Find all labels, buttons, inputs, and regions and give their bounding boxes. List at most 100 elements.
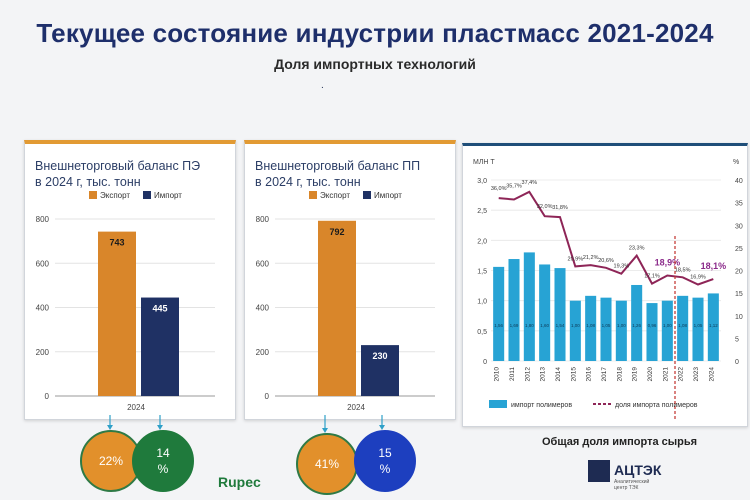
imports-ytick-right-6: 30 <box>735 223 743 230</box>
pp-legend-import-label: Импорт <box>374 191 402 200</box>
imports-ytick-right-8: 40 <box>735 178 743 185</box>
pe-bar-chart: Экспорт Импорт 0 200 400 600 800 743 445 2024 <box>36 191 215 412</box>
imports-xtick-2018: 2018 <box>616 367 623 382</box>
page-subtitle: Доля импортных технологий <box>274 56 476 72</box>
imports-bar-2022 <box>677 295 689 361</box>
imports-left-unit: МЛН Т <box>473 159 495 166</box>
pp-import-share-circle: 15 % <box>354 430 416 492</box>
pe-panel-title: Внешнеторговый баланс ПЭ в 2024 г, тыс. … <box>35 158 235 190</box>
pe-bar-label-export: 743 <box>109 238 124 248</box>
imports-bar-value-2021: 1,00 <box>663 323 672 328</box>
imports-point-label-2018: 19,3% <box>614 264 630 270</box>
imports-bar-2019 <box>631 284 643 361</box>
imports-point-label-2014: 31,8% <box>552 205 568 211</box>
pe-ytick-1: 200 <box>36 348 50 357</box>
imports-point-label-2011: 35,7% <box>506 183 522 189</box>
imports-bar-2014 <box>554 268 566 361</box>
imports-ytick-left-1: 0,5 <box>477 329 487 336</box>
pp-export-share-circle: 41% <box>296 433 358 495</box>
pp-legend-import-swatch <box>363 191 371 199</box>
imports-ytick-left-5: 2,5 <box>477 208 487 215</box>
imports-xtick-2012: 2012 <box>524 367 531 382</box>
pe-ytick-2: 400 <box>36 304 50 313</box>
imports-bar-value-2016: 1,08 <box>586 323 595 328</box>
logo-subtext: Аналитический центр ТЭК <box>614 479 650 491</box>
imports-ytick-left-0: 0 <box>483 359 487 366</box>
pp-bar-label-export: 792 <box>329 227 344 237</box>
imports-xtick-2021: 2021 <box>662 367 669 382</box>
imports-bar-2017 <box>600 297 612 361</box>
imports-ytick-right-7: 35 <box>735 201 743 208</box>
imports-ytick-left-6: 3,0 <box>477 178 487 185</box>
imports-bar-2013 <box>539 264 551 361</box>
imports-bar-value-2014: 1,54 <box>556 323 565 328</box>
pp-title-line2: в 2024 г, тыс. тонн <box>255 175 361 189</box>
imports-xtick-2013: 2013 <box>540 367 547 382</box>
imports-ytick-left-4: 2,0 <box>477 238 487 245</box>
pe-legend-export-swatch <box>89 191 97 199</box>
pe-import-share-circle: 14 % <box>132 430 194 492</box>
imports-bar-2016 <box>585 295 597 361</box>
imports-bar-value-2017: 1,05 <box>602 323 611 328</box>
pp-bar-export <box>318 220 356 396</box>
imports-xtick-2011: 2011 <box>509 367 516 381</box>
rupec-label: Rupec <box>218 474 261 490</box>
pe-ytick-3: 600 <box>36 259 50 268</box>
pp-ytick-0: 0 <box>265 392 270 401</box>
imports-bar-2018 <box>615 300 627 361</box>
polymer-imports-chart: МЛН Т % 0 0,5 1,0 1,5 2,0 2,5 3,0 0 5 10 15 20 25 30 35 4… <box>473 159 743 421</box>
pp-balance-panel: Внешнеторговый баланс ПП в 2024 г, тыс. … <box>244 140 456 420</box>
imports-xtick-2024: 2024 <box>708 367 715 382</box>
imports-xtick-2015: 2015 <box>570 367 577 382</box>
page-title: Текущее состояние индустрии пластмасс 20… <box>36 18 714 48</box>
imports-xtick-2023: 2023 <box>693 367 700 382</box>
pp-panel-title: Внешнеторговый баланс ПП в 2024 г, тыс. … <box>255 158 455 190</box>
pp-import-share-pct: % <box>379 462 391 476</box>
pe-xtick-year: 2024 <box>127 403 145 412</box>
imports-bar-2012 <box>523 252 535 361</box>
pe-legend-import-swatch <box>143 191 151 199</box>
imports-point-label-2010: 36,0% <box>491 186 507 192</box>
imports-share-line <box>498 190 714 286</box>
imports-point-label-2021: 18,9% <box>655 257 681 267</box>
imports-point-label-2024: 18,1% <box>701 261 727 271</box>
pp-import-share-num: 15 <box>378 446 392 460</box>
pe-ytick-0: 0 <box>45 392 50 401</box>
imports-bar-2015 <box>569 300 581 361</box>
pp-bar-chart: Экспорт Импорт 0 200 400 600 800 792 230 2024 <box>256 191 435 412</box>
pe-bar-import <box>141 297 179 396</box>
imports-bar-value-2011: 1,69 <box>510 323 519 328</box>
imports-bar-value-2015: 1,00 <box>571 323 580 328</box>
pe-bar-export <box>98 231 136 396</box>
actek-logo: АЦТЭК Аналитический центр ТЭК <box>588 460 661 491</box>
imports-bar-value-2010: 1,56 <box>494 323 503 328</box>
imports-caption: Общая доля импорта сырья <box>542 436 698 448</box>
pp-title-line1: Внешнеторговый баланс ПП <box>255 159 421 173</box>
imports-point-label-2017: 20,6% <box>598 258 614 264</box>
imports-bar-value-2023: 1,05 <box>694 323 703 328</box>
imports-bar-2023 <box>692 297 704 361</box>
imports-bar-value-2022: 1,08 <box>678 323 687 328</box>
imports-bar-2021 <box>661 300 673 361</box>
imports-point-label-2015: 20,9% <box>568 256 584 262</box>
imports-bar-value-2024: 1,12 <box>709 323 718 328</box>
pe-import-share-pct: % <box>157 462 169 476</box>
imports-xtick-2017: 2017 <box>601 367 608 382</box>
pp-ytick-4: 800 <box>256 215 270 224</box>
imports-bar-value-2013: 1,60 <box>540 323 549 328</box>
pe-legend-import-label: Импорт <box>154 191 182 200</box>
imports-xtick-2010: 2010 <box>494 367 501 382</box>
imports-bar-value-2019: 1,26 <box>632 323 641 328</box>
imports-ytick-left-3: 1,5 <box>477 269 487 276</box>
logo-mark <box>588 460 610 482</box>
imports-ytick-right-3: 15 <box>735 291 743 298</box>
pe-balance-panel: Внешнеторговый баланс ПЭ в 2024 г, тыс. … <box>24 140 236 420</box>
pe-ytick-4: 800 <box>36 215 50 224</box>
pp-ytick-2: 400 <box>256 304 270 313</box>
imports-ytick-right-2: 10 <box>735 314 743 321</box>
pe-import-share-num: 14 <box>156 446 170 460</box>
imports-legend-bars-swatch <box>489 400 507 408</box>
imports-point-label-2012: 37,4% <box>522 180 538 186</box>
pe-export-share-text: 22% <box>98 454 124 468</box>
imports-legend-bars-label: импорт полимеров <box>511 402 572 409</box>
